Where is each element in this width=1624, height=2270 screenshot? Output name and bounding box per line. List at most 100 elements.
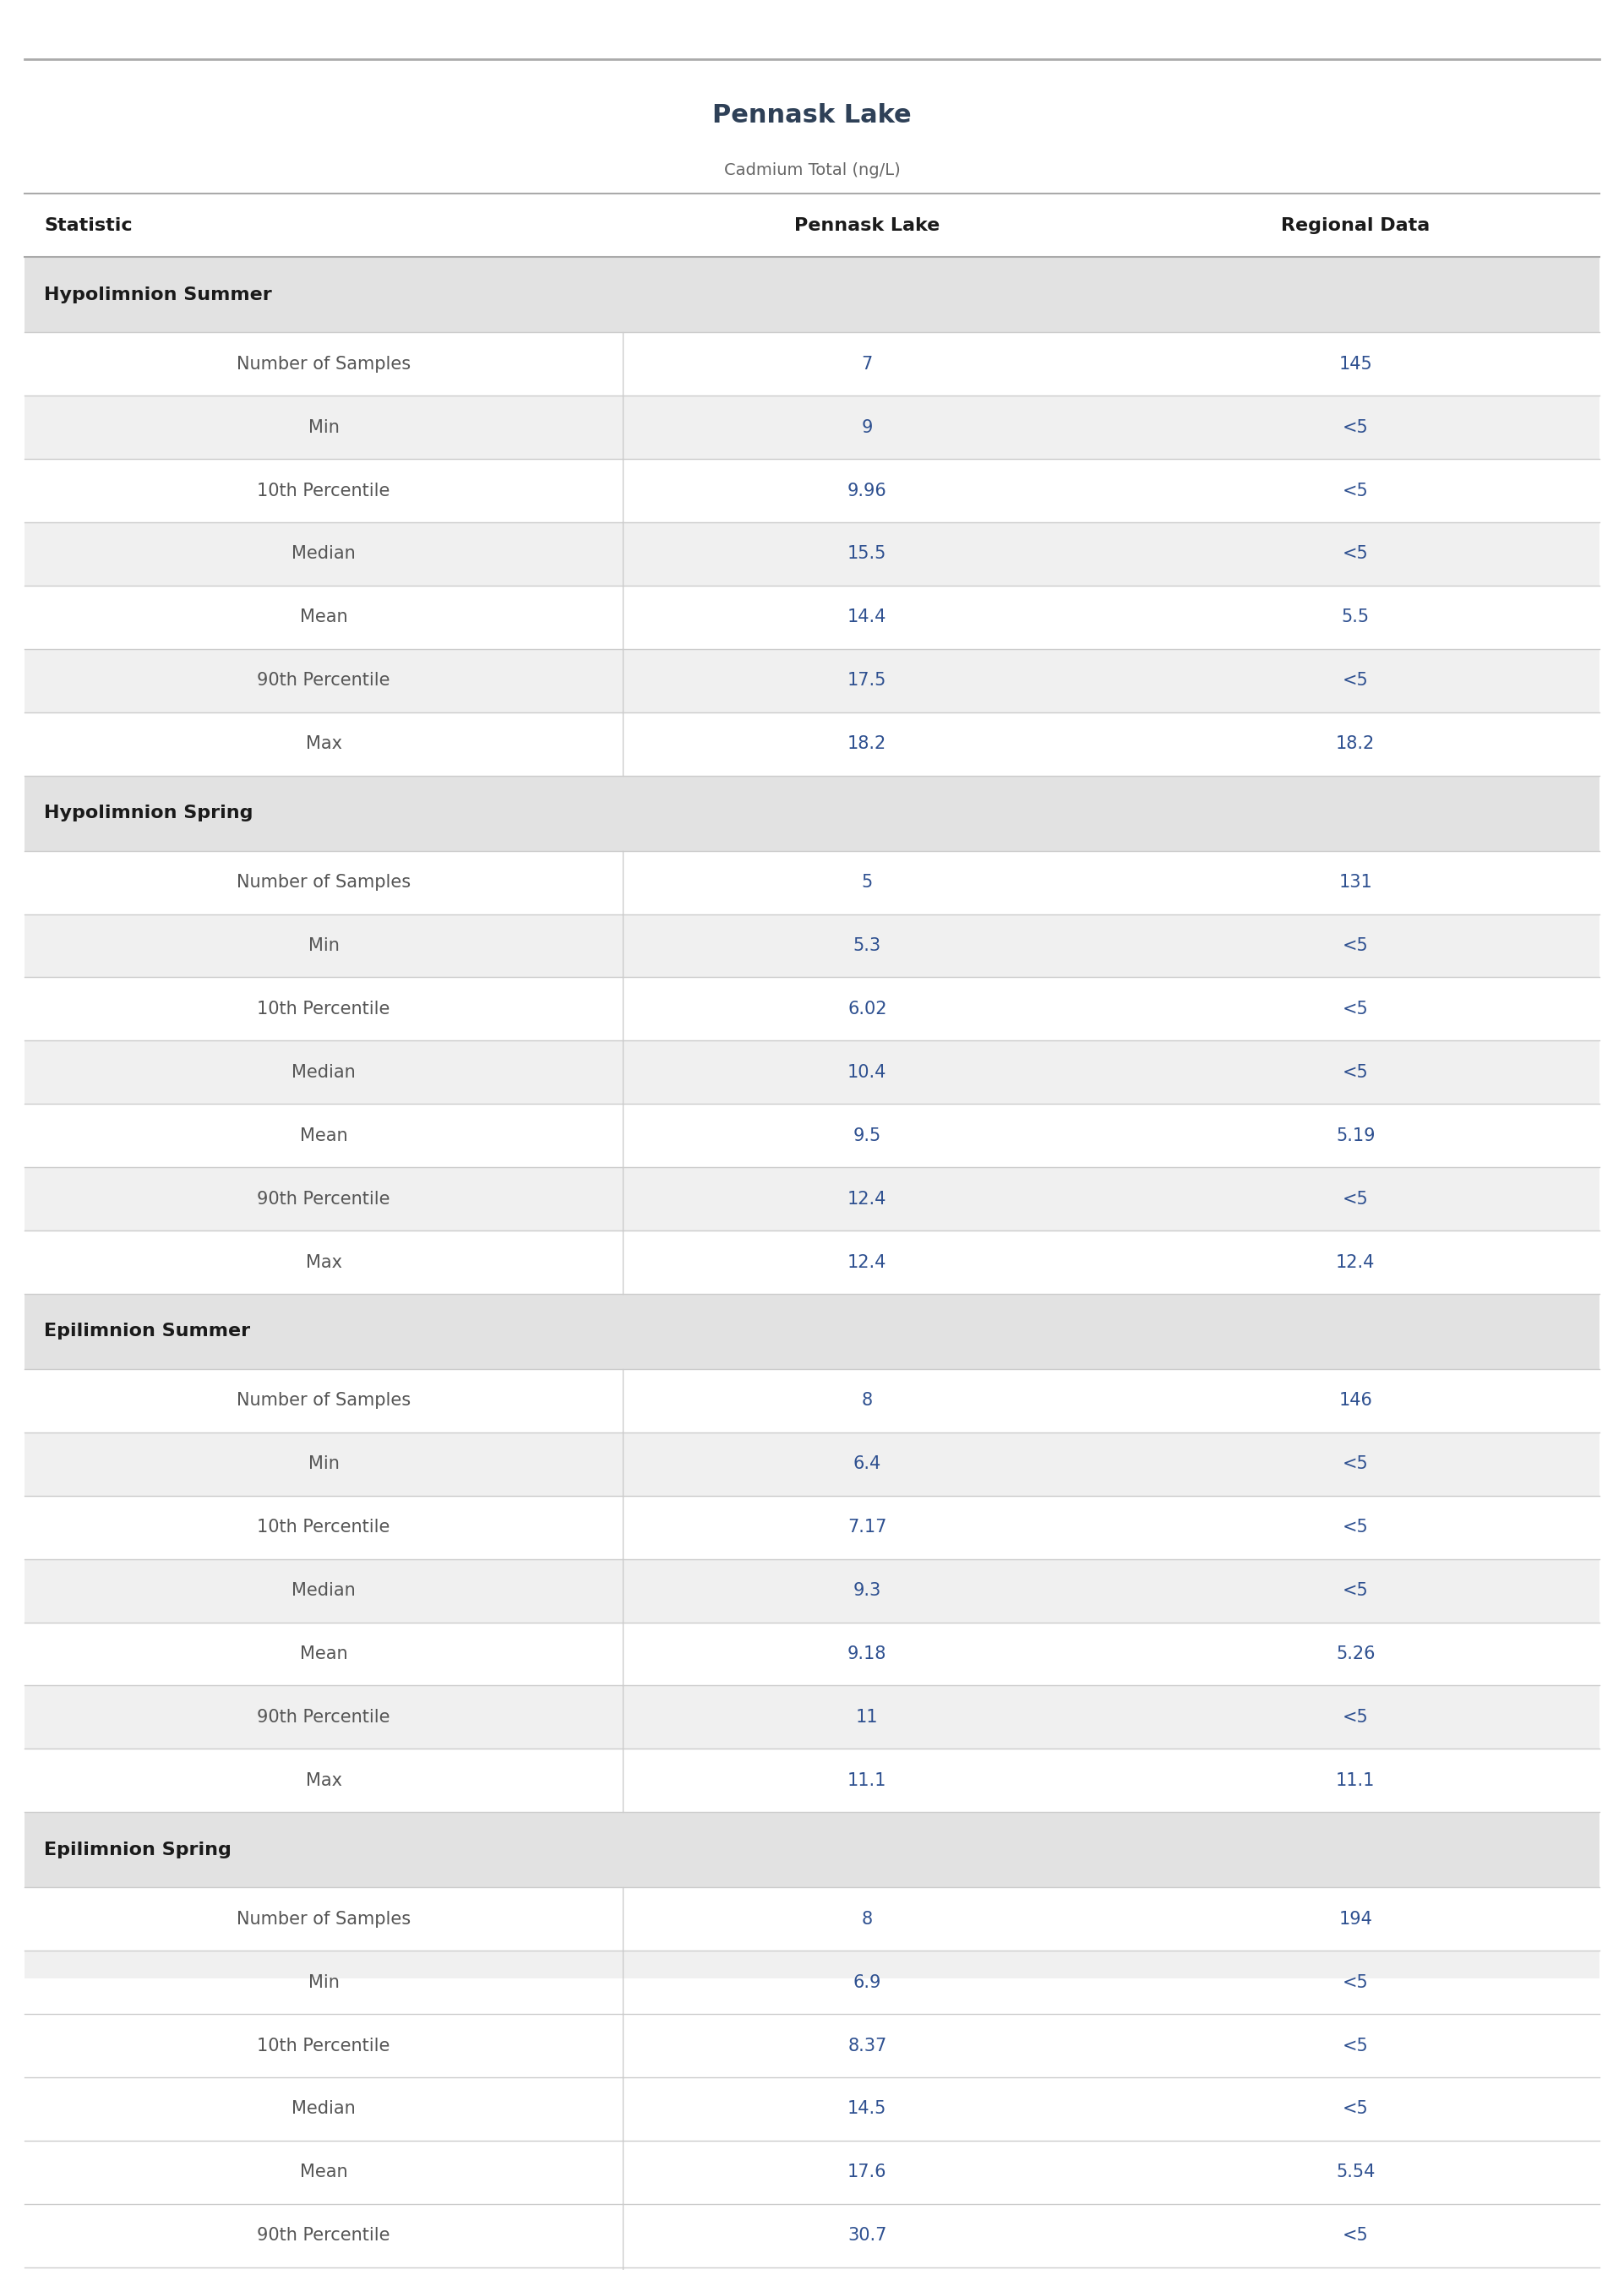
Text: Mean: Mean <box>300 2163 348 2181</box>
Text: Median: Median <box>292 1582 356 1598</box>
Text: 5.26: 5.26 <box>1337 1646 1376 1662</box>
Text: Min: Min <box>309 1455 339 1473</box>
Bar <box>24 193 1600 257</box>
Text: 10th Percentile: 10th Percentile <box>257 1001 390 1017</box>
Text: 90th Percentile: 90th Percentile <box>257 2227 390 2245</box>
Text: 8: 8 <box>862 1911 872 1927</box>
Bar <box>24 395 1600 459</box>
Text: 9.96: 9.96 <box>848 481 887 499</box>
Bar <box>24 522 1600 586</box>
Text: Number of Samples: Number of Samples <box>237 1392 411 1410</box>
Text: <5: <5 <box>1343 1975 1369 1991</box>
Text: 12.4: 12.4 <box>848 1189 887 1208</box>
Text: Max: Max <box>305 1773 341 1789</box>
Text: 5.19: 5.19 <box>1337 1128 1376 1144</box>
Text: 10th Percentile: 10th Percentile <box>257 1519 390 1537</box>
Text: <5: <5 <box>1343 420 1369 436</box>
Text: 18.2: 18.2 <box>848 735 887 751</box>
Text: Min: Min <box>309 420 339 436</box>
Text: Max: Max <box>305 735 341 751</box>
Text: <5: <5 <box>1343 1519 1369 1537</box>
Text: Min: Min <box>309 1975 339 1991</box>
Text: 5.54: 5.54 <box>1337 2163 1376 2181</box>
Text: 90th Percentile: 90th Percentile <box>257 1709 390 1725</box>
Bar <box>24 1811 1600 1886</box>
Bar <box>24 776 1600 851</box>
Text: Statistic: Statistic <box>44 218 132 234</box>
Bar <box>24 2077 1600 2141</box>
Text: 11.1: 11.1 <box>1337 1773 1376 1789</box>
Text: 6.4: 6.4 <box>853 1455 882 1473</box>
Text: 90th Percentile: 90th Percentile <box>257 1189 390 1208</box>
Text: 18.2: 18.2 <box>1337 735 1376 751</box>
Text: 11: 11 <box>856 1709 879 1725</box>
Bar <box>24 331 1600 395</box>
Text: 10th Percentile: 10th Percentile <box>257 2036 390 2054</box>
Text: <5: <5 <box>1343 1455 1369 1473</box>
Text: 8.37: 8.37 <box>848 2036 887 2054</box>
Text: Epilimnion Summer: Epilimnion Summer <box>44 1323 250 1339</box>
Text: <5: <5 <box>1343 481 1369 499</box>
Bar <box>24 257 1600 331</box>
Bar <box>24 2013 1600 2077</box>
Bar <box>24 2204 1600 2268</box>
Text: Median: Median <box>292 1065 356 1081</box>
Text: 131: 131 <box>1338 874 1372 890</box>
Text: <5: <5 <box>1343 672 1369 690</box>
Text: <5: <5 <box>1343 1001 1369 1017</box>
Text: 11.1: 11.1 <box>848 1773 887 1789</box>
Bar <box>24 649 1600 713</box>
Text: 146: 146 <box>1338 1392 1372 1410</box>
Bar <box>24 1294 1600 1369</box>
Bar <box>24 459 1600 522</box>
Text: Hypolimnion Summer: Hypolimnion Summer <box>44 286 271 304</box>
Text: Epilimnion Spring: Epilimnion Spring <box>44 1841 231 1859</box>
Text: 17.5: 17.5 <box>848 672 887 690</box>
Text: 145: 145 <box>1338 356 1372 372</box>
Bar <box>24 851 1600 915</box>
Text: 12.4: 12.4 <box>1337 1253 1376 1271</box>
Bar <box>24 1559 1600 1623</box>
Bar <box>24 713 1600 776</box>
Text: <5: <5 <box>1343 1582 1369 1598</box>
Text: 7.17: 7.17 <box>848 1519 887 1537</box>
Text: Mean: Mean <box>300 608 348 627</box>
Bar <box>24 1623 1600 1687</box>
Text: <5: <5 <box>1343 1709 1369 1725</box>
Text: <5: <5 <box>1343 938 1369 953</box>
Text: 9: 9 <box>861 420 872 436</box>
Text: 5.3: 5.3 <box>853 938 882 953</box>
Text: Hypolimnion Spring: Hypolimnion Spring <box>44 804 253 822</box>
Text: Cadmium Total (ng/L): Cadmium Total (ng/L) <box>724 161 900 179</box>
Bar <box>24 586 1600 649</box>
Bar <box>24 1103 1600 1167</box>
Bar <box>24 1886 1600 1950</box>
Bar <box>24 1687 1600 1748</box>
Text: 12.4: 12.4 <box>848 1253 887 1271</box>
Bar <box>24 1748 1600 1811</box>
Text: 30.7: 30.7 <box>848 2227 887 2245</box>
Bar <box>24 1230 1600 1294</box>
Bar <box>24 2141 1600 2204</box>
Bar <box>24 1432 1600 1496</box>
Bar <box>24 978 1600 1040</box>
Text: Median: Median <box>292 545 356 563</box>
Bar <box>24 1950 1600 2013</box>
Text: Regional Data: Regional Data <box>1281 218 1431 234</box>
Text: <5: <5 <box>1343 545 1369 563</box>
Text: 9.5: 9.5 <box>853 1128 882 1144</box>
Text: 6.02: 6.02 <box>848 1001 887 1017</box>
Bar <box>24 1369 1600 1432</box>
Text: <5: <5 <box>1343 2100 1369 2118</box>
Text: 5.5: 5.5 <box>1341 608 1369 627</box>
Text: 8: 8 <box>862 1392 872 1410</box>
Text: Pennask Lake: Pennask Lake <box>794 218 940 234</box>
Text: Number of Samples: Number of Samples <box>237 1911 411 1927</box>
Bar <box>24 1040 1600 1103</box>
Text: Number of Samples: Number of Samples <box>237 356 411 372</box>
Text: Min: Min <box>309 938 339 953</box>
Text: Mean: Mean <box>300 1128 348 1144</box>
Text: Max: Max <box>305 1253 341 1271</box>
Text: <5: <5 <box>1343 2227 1369 2245</box>
Text: Number of Samples: Number of Samples <box>237 874 411 890</box>
